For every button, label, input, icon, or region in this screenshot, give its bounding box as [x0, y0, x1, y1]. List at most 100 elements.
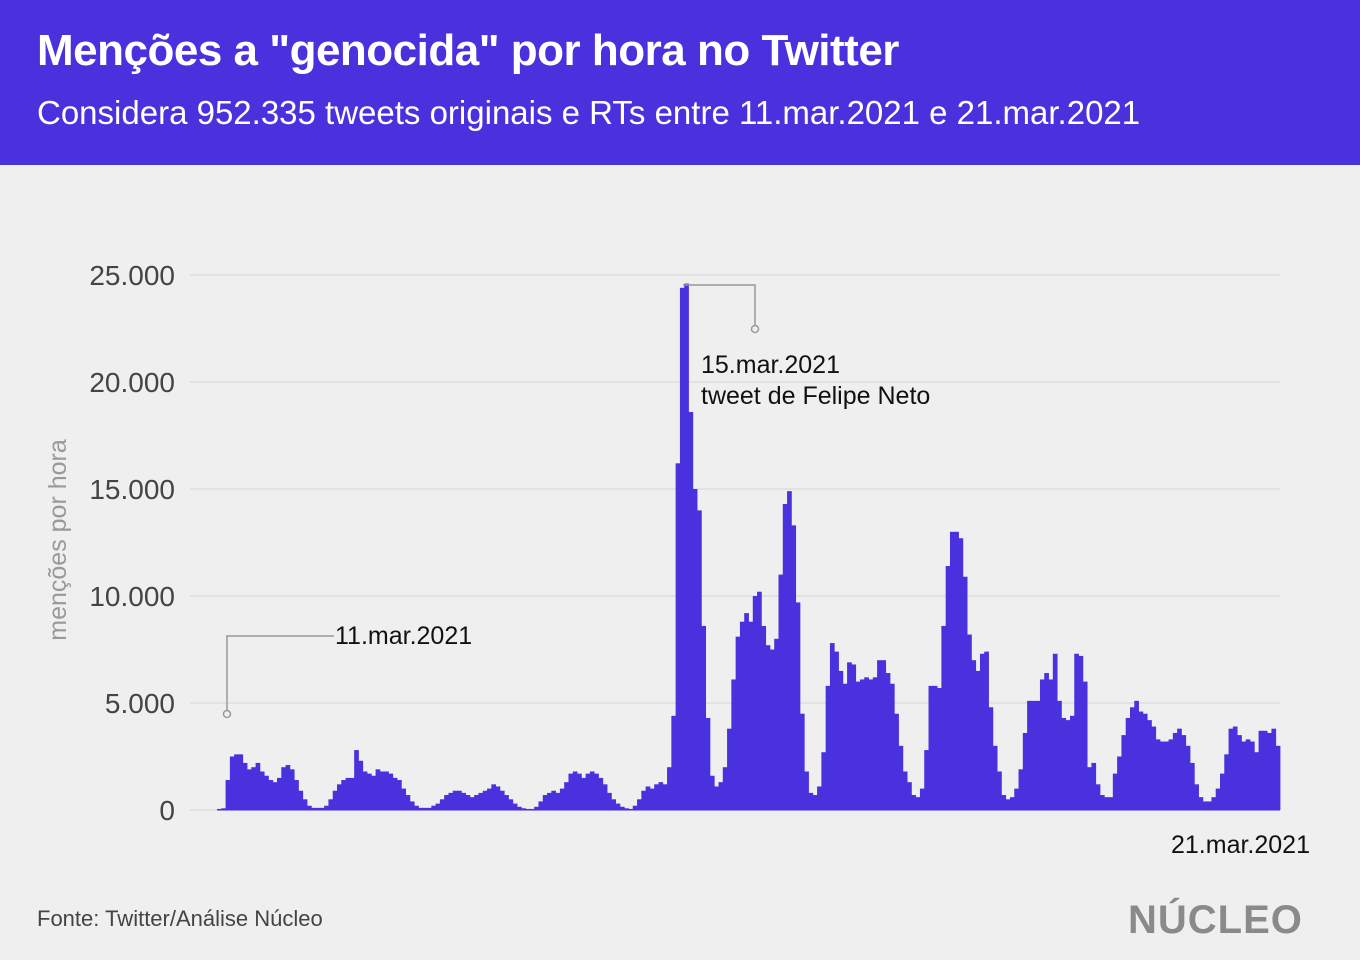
bar — [1121, 735, 1127, 810]
bar — [654, 784, 659, 810]
bar — [1104, 797, 1109, 810]
bar — [508, 799, 514, 810]
bar — [924, 750, 929, 810]
y-tick-label: 5.000 — [105, 688, 175, 719]
bar — [572, 771, 578, 810]
bar — [1091, 762, 1097, 810]
x-axis-end-label: 21.mar.2021 — [1171, 831, 1310, 859]
annotation-start-marker — [222, 709, 232, 719]
bar — [259, 771, 265, 810]
bar — [289, 769, 295, 810]
bar — [1151, 726, 1157, 810]
bar — [589, 771, 595, 810]
bar — [752, 596, 758, 810]
bar — [272, 782, 278, 810]
chart-subtitle: Considera 952.335 tweets originais e RTs… — [37, 94, 1141, 131]
bar — [1262, 730, 1268, 810]
bar — [311, 807, 316, 810]
bar — [889, 683, 895, 810]
bar — [722, 767, 728, 810]
bar — [577, 773, 582, 810]
bar — [979, 653, 985, 810]
bar — [898, 745, 904, 810]
bar — [1117, 756, 1122, 810]
bar — [1275, 745, 1281, 810]
annotation-peak-marker — [750, 324, 760, 334]
bar — [499, 790, 505, 810]
bar — [337, 784, 342, 810]
bar — [825, 685, 831, 810]
bar — [414, 805, 419, 810]
bar — [705, 717, 711, 810]
bar — [1035, 700, 1041, 810]
bar — [864, 677, 869, 810]
bar — [851, 664, 857, 810]
bar — [859, 679, 865, 810]
bar — [872, 677, 878, 810]
bar — [757, 591, 762, 810]
bar — [697, 510, 702, 810]
bar — [619, 806, 625, 810]
bar — [397, 780, 402, 810]
bar — [1177, 728, 1182, 810]
bar — [1224, 754, 1229, 810]
bar — [829, 643, 835, 810]
bar — [1078, 655, 1084, 810]
bar — [482, 790, 488, 810]
bar — [281, 767, 286, 810]
bar — [1211, 797, 1217, 810]
bar — [949, 531, 955, 810]
annotation-peak-leader — [683, 284, 756, 325]
bar — [799, 713, 805, 810]
bar — [392, 777, 398, 810]
bar — [658, 782, 664, 810]
bar — [718, 782, 724, 810]
bar — [984, 651, 989, 810]
bar — [319, 807, 325, 810]
bar — [988, 707, 994, 810]
bar — [1009, 797, 1015, 810]
bar — [538, 801, 544, 810]
y-tick-label: 15.000 — [89, 474, 175, 505]
bar — [1267, 732, 1272, 810]
bar — [555, 792, 561, 810]
bar — [637, 799, 642, 810]
bar — [847, 662, 852, 810]
bar — [1044, 673, 1049, 810]
bar — [384, 771, 389, 810]
bar — [1155, 739, 1161, 810]
bar — [739, 621, 745, 810]
bar — [594, 773, 599, 810]
bar — [1014, 788, 1019, 810]
bar — [461, 792, 467, 810]
bar — [615, 803, 621, 810]
bar — [812, 795, 818, 810]
bar — [958, 538, 964, 810]
bar — [1164, 741, 1169, 810]
bar — [928, 685, 934, 810]
bar — [1142, 713, 1148, 810]
bar — [315, 807, 321, 810]
bar — [954, 531, 959, 810]
bar — [1069, 715, 1075, 810]
bar — [607, 792, 612, 810]
bar — [1048, 679, 1054, 810]
bar — [255, 762, 261, 810]
bar — [1245, 739, 1251, 810]
bar — [868, 679, 874, 810]
bar — [881, 660, 887, 810]
y-axis-ticks: 0 5.000 10.000 15.000 20.000 25.000 — [89, 260, 175, 826]
bar — [405, 795, 411, 810]
bar — [251, 767, 256, 810]
bar — [1134, 700, 1139, 810]
y-tick-label: 10.000 — [89, 581, 175, 612]
bar — [1125, 717, 1131, 810]
bar — [967, 634, 972, 810]
bar — [277, 777, 282, 810]
bar — [598, 777, 604, 810]
bar — [1271, 728, 1277, 810]
bar — [242, 762, 248, 810]
annotation-start-leader — [226, 635, 334, 710]
bar — [787, 491, 792, 810]
bar — [1022, 732, 1028, 810]
